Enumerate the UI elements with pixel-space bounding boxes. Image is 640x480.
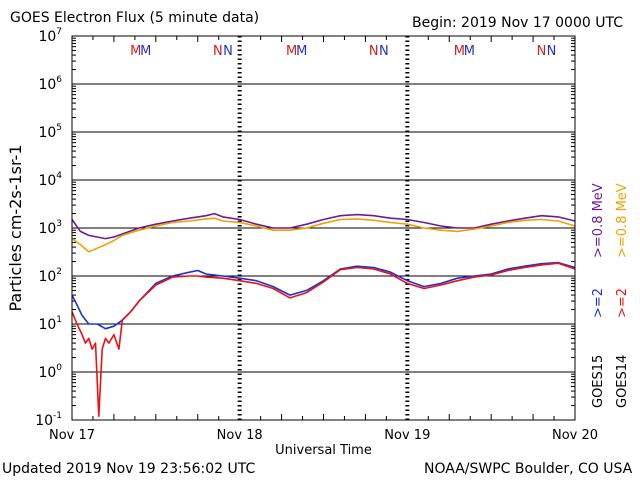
y-tick-label: 106 [38,75,62,93]
event-marker: M [286,44,297,59]
x-tick-label: Nov 19 [384,428,430,443]
legend-goes14-08mev: >=0.8 MeV [615,183,630,258]
legend-goes15-2mev: >=2 [591,288,606,318]
plot-frame [71,35,576,421]
event-marker: M [464,44,475,59]
event-marker: N [369,44,379,59]
begin-time: Begin: 2019 Nov 17 0000 UTC [412,15,623,31]
series-line [71,262,576,418]
event-marker: N [547,44,557,59]
y-tick-label: 104 [38,171,62,189]
series-line [71,217,576,253]
chart-title: GOES Electron Flux (5 minute data) [10,10,260,26]
x-axis-title: Universal Time [275,443,372,458]
event-marker: N [537,44,547,59]
y-tick-label: 105 [38,123,62,141]
y-tick-label: 10-1 [35,411,62,429]
event-marker: M [130,44,141,59]
legend-goes15-08mev: >=0.8 MeV [591,183,606,258]
y-tick-label: 107 [38,27,62,45]
event-marker: M [140,44,151,59]
credit-text: NOAA/SWPC Boulder, CO USA [424,461,633,477]
y-tick-label: 103 [38,219,62,237]
event-marker: N [213,44,223,59]
y-tick-label: 102 [38,267,62,285]
updated-timestamp: Updated 2019 Nov 19 23:56:02 UTC [2,461,256,477]
y-axis-title: Particles cm-2s-1sr-1 [6,144,25,311]
event-marker: M [454,44,465,59]
series-line [71,261,576,330]
y-tick-label: 100 [38,363,62,381]
event-marker: N [379,44,389,59]
event-marker: M [296,44,307,59]
legend-goes14: GOES14 [615,355,630,408]
series-line [71,212,576,240]
x-tick-label: Nov 17 [49,428,95,443]
x-tick-label: Nov 18 [217,428,263,443]
y-tick-label: 101 [38,315,62,333]
legend-goes14-2mev: >=2 [615,288,630,318]
x-tick-label: Nov 20 [552,428,598,443]
legend-goes15: GOES15 [591,355,606,408]
event-marker: N [223,44,233,59]
